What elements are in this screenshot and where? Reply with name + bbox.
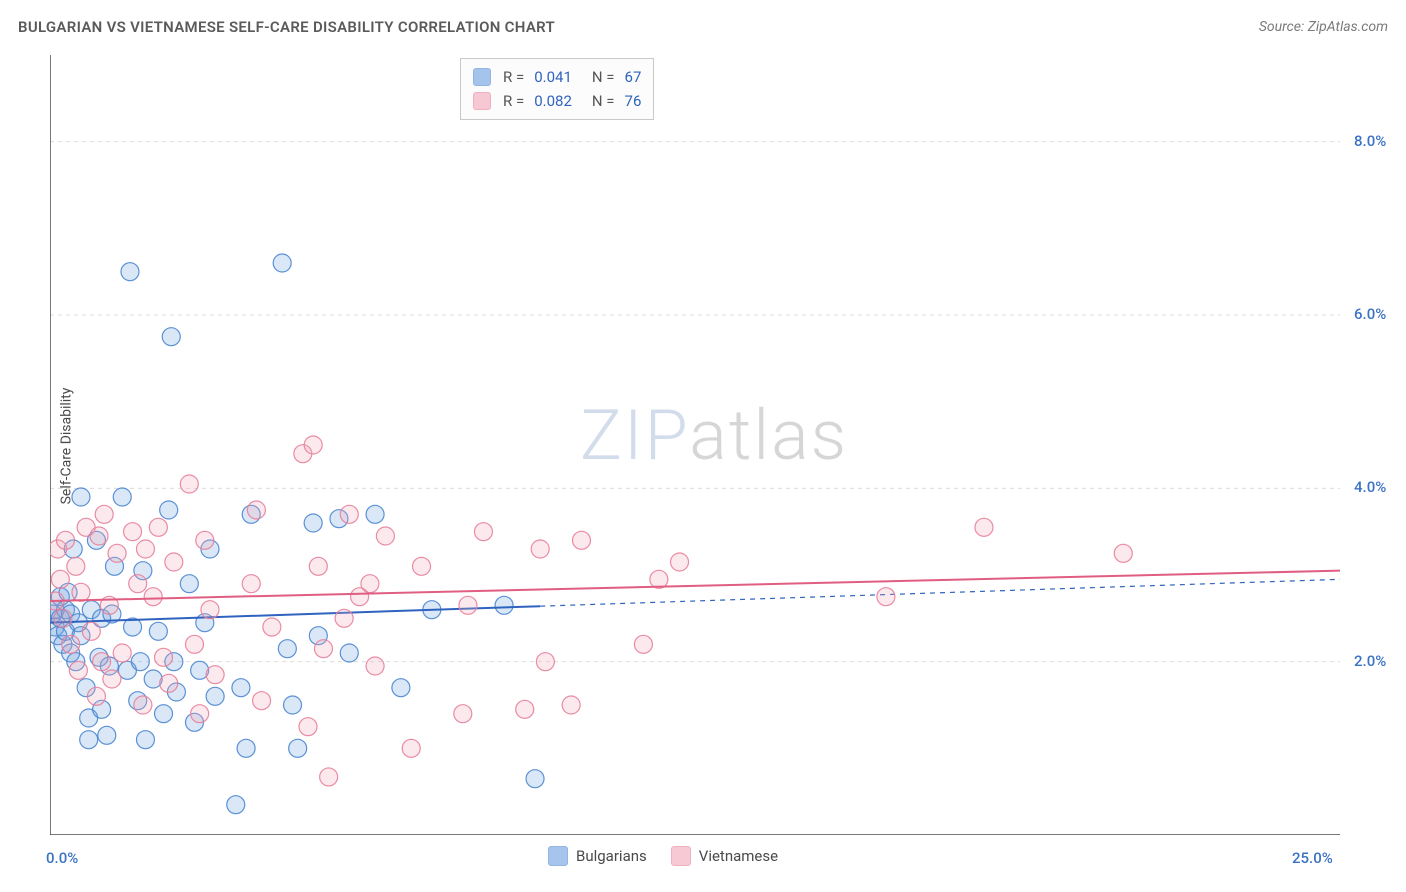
chart-title: BULGARIAN VS VIETNAMESE SELF-CARE DISABI… xyxy=(18,18,555,36)
scatter-plot xyxy=(50,55,1340,835)
legend-swatch xyxy=(671,846,691,866)
series-legend: Bulgarians Vietnamese xyxy=(548,846,778,866)
correlation-legend-row: R =0.041N =67 xyxy=(473,65,641,89)
legend-swatch xyxy=(473,68,491,86)
correlation-legend: R =0.041N =67R =0.082N =76 xyxy=(460,58,654,120)
legend-swatch xyxy=(473,92,491,110)
series-legend-item: Bulgarians xyxy=(548,846,647,866)
y-tick-label: 4.0% xyxy=(1354,478,1386,496)
chart-source: Source: ZipAtlas.com xyxy=(1259,19,1388,35)
series-legend-item: Vietnamese xyxy=(671,846,778,866)
x-tick-label: 0.0% xyxy=(46,849,78,867)
y-tick-label: 8.0% xyxy=(1354,132,1386,150)
correlation-legend-row: R =0.082N =76 xyxy=(473,89,641,113)
chart-header: BULGARIAN VS VIETNAMESE SELF-CARE DISABI… xyxy=(18,18,1388,36)
y-tick-label: 6.0% xyxy=(1354,305,1386,323)
x-tick-label: 25.0% xyxy=(1292,849,1333,867)
y-tick-label: 2.0% xyxy=(1354,652,1386,670)
legend-swatch xyxy=(548,846,568,866)
